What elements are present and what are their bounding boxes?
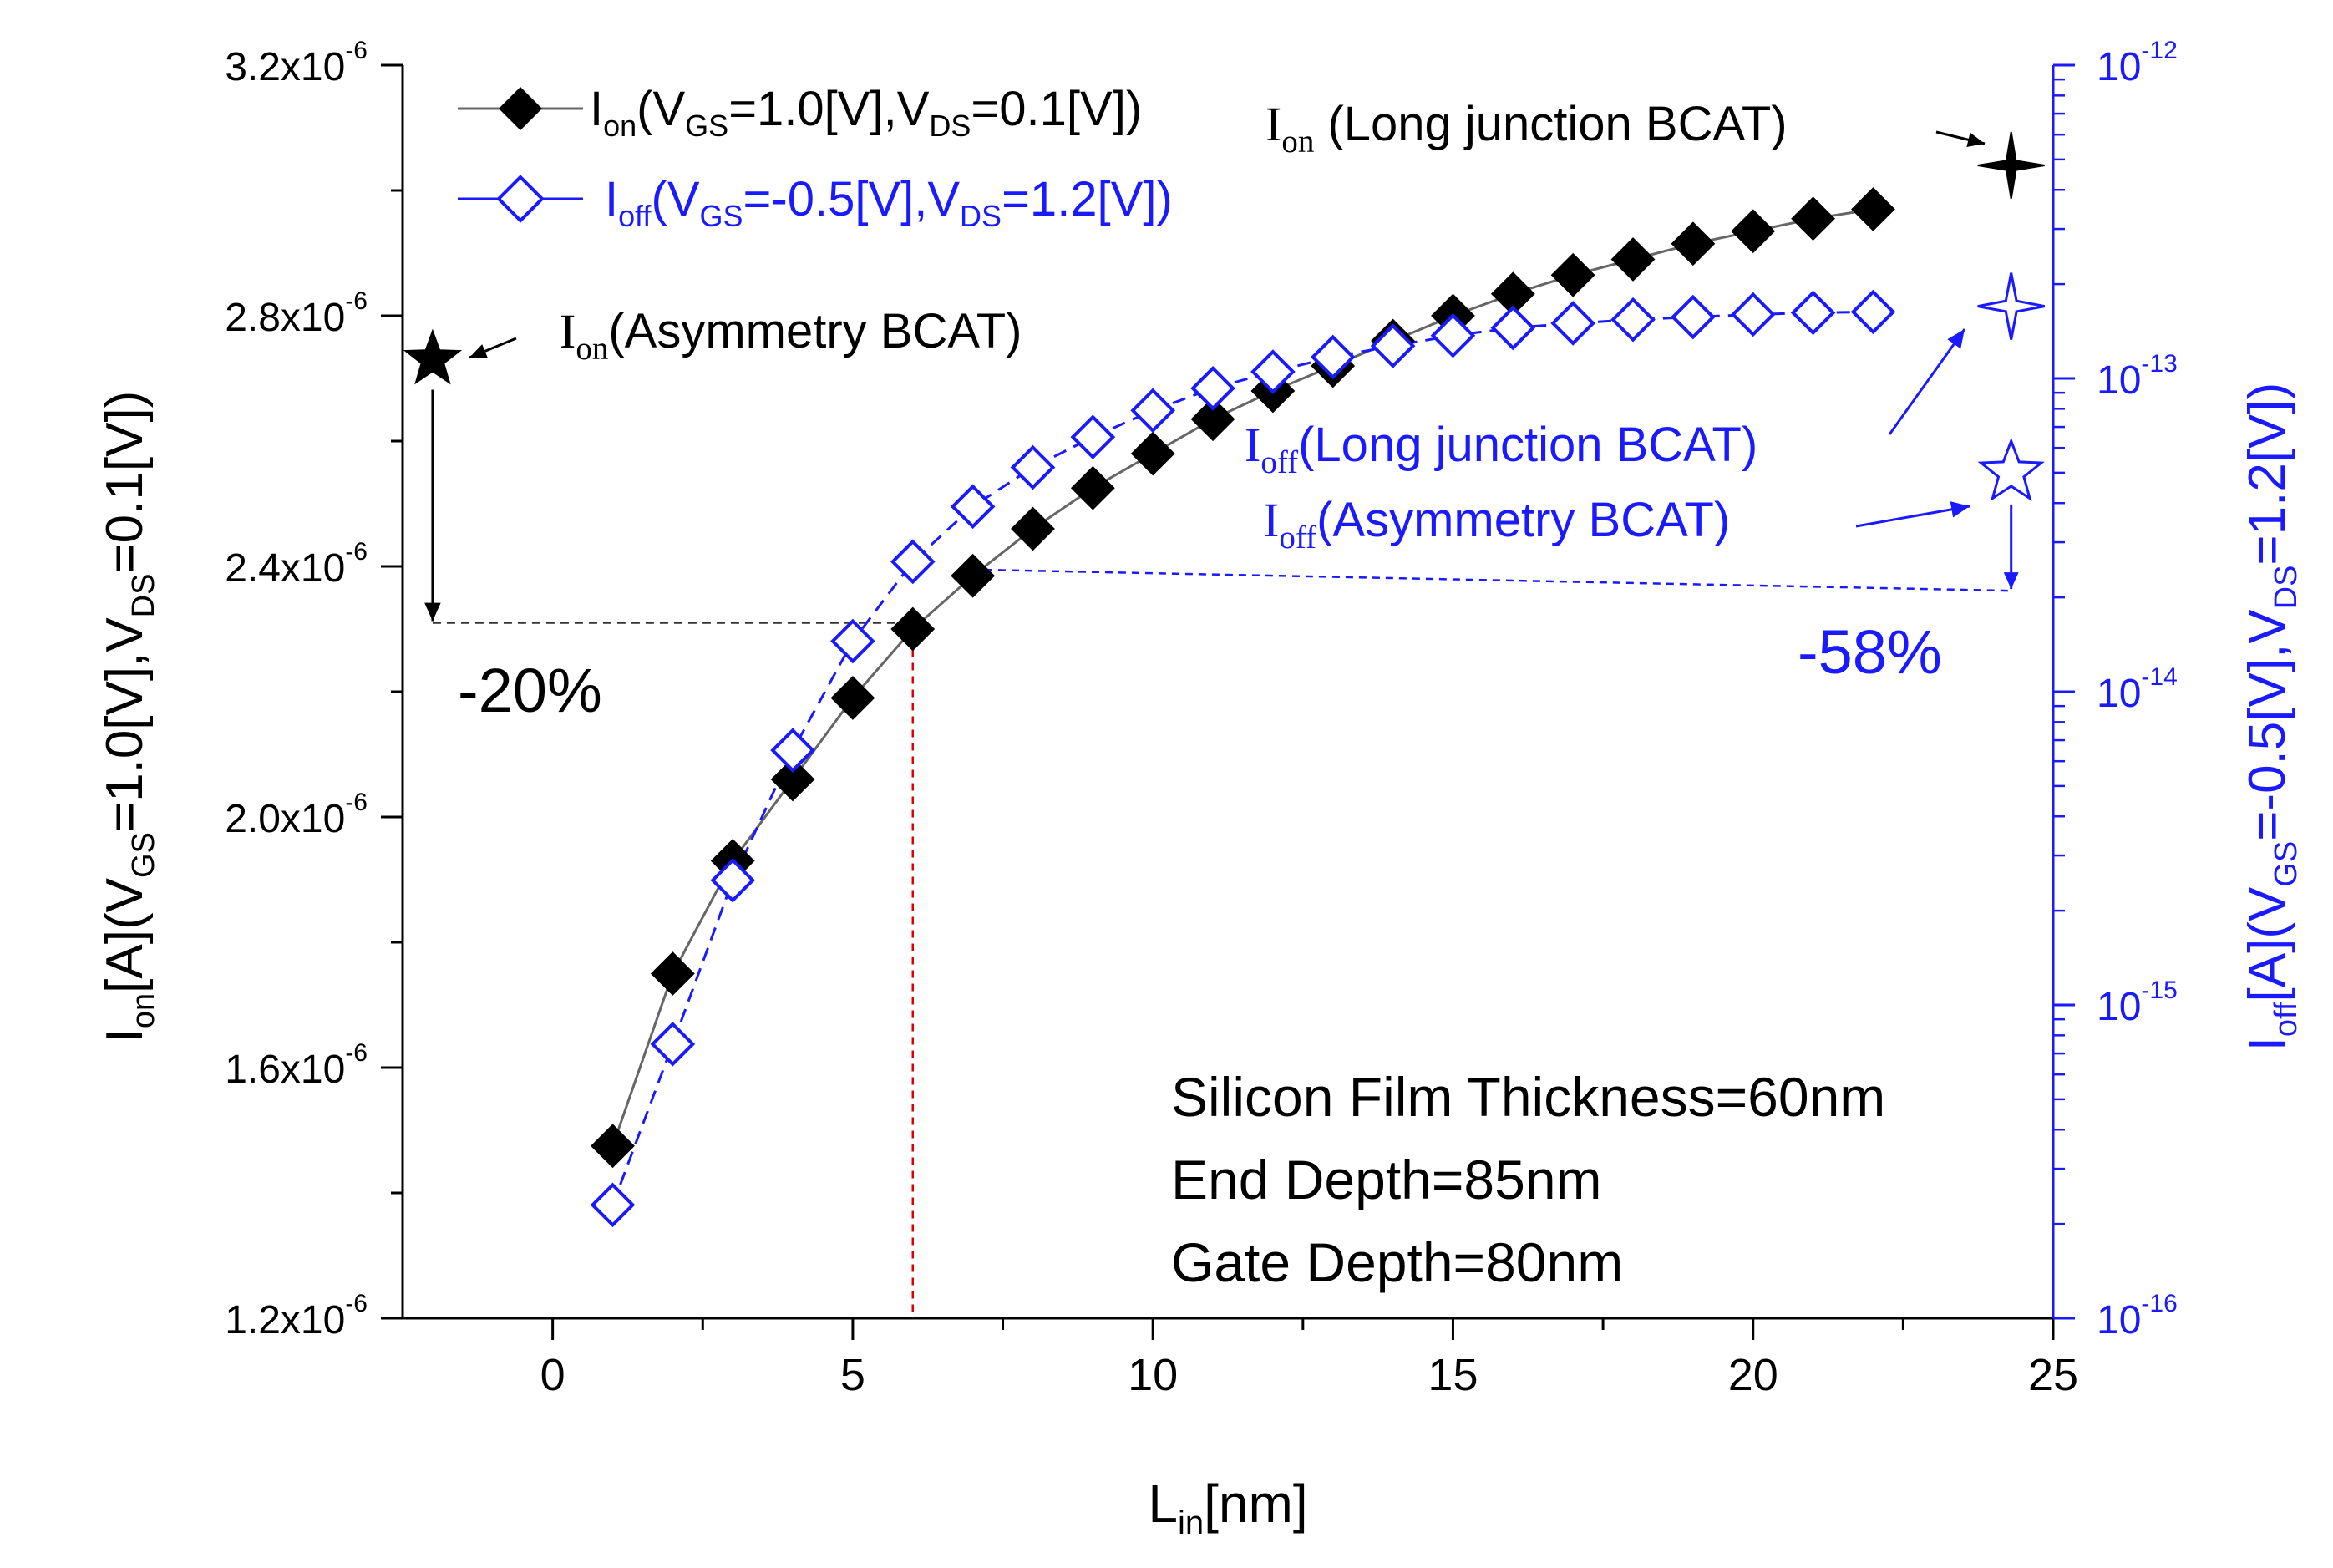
ioff-data-point bbox=[1190, 365, 1235, 411]
ion-data-point bbox=[1130, 431, 1175, 476]
ion-asymmetry-star-point bbox=[403, 328, 463, 385]
y-left-tick-label: 1.2x10-6 bbox=[225, 1290, 368, 1342]
y-right-tick-label: 10-12 bbox=[2097, 37, 2178, 89]
ioff-data-point bbox=[1850, 289, 1896, 335]
ioff-asymmetry-pointer-arrow-shaft bbox=[1855, 505, 1970, 528]
ioff-asymmetry-star-point bbox=[1977, 437, 2045, 502]
ioff-data-point bbox=[1310, 334, 1356, 380]
y-right-tick-label: 10-13 bbox=[2097, 350, 2178, 403]
ion-data-point bbox=[1731, 209, 1776, 254]
ioff-long-junction-pointer-arrow bbox=[1888, 328, 1966, 435]
ioff-long-junction-point bbox=[1977, 272, 2045, 340]
axes-group: 0 5 10 15 20 25 Lin[nm] 1.2x10-6 1.6x10-6 2.0x10-… bbox=[96, 37, 2304, 1541]
ioff-data-point bbox=[1730, 292, 1776, 337]
ion-data-point bbox=[1011, 506, 1055, 551]
y-left-tick-label: 2.0x10-6 bbox=[225, 789, 368, 841]
ioff-data-point bbox=[590, 1182, 636, 1228]
ioff-data-point bbox=[770, 728, 815, 773]
x-tick-label: 10 bbox=[1128, 1350, 1178, 1400]
y-left-tick-label: 3.2x10-6 bbox=[225, 37, 368, 89]
ioff-asymmetry-pointer-arrow-head bbox=[1950, 501, 1970, 518]
ioff-data-point bbox=[890, 539, 936, 585]
ion-asymmetry-pointer-arrow bbox=[469, 337, 517, 359]
ioff-data-point bbox=[1671, 294, 1716, 340]
guides-group bbox=[432, 568, 2011, 1318]
ion-data-point bbox=[770, 757, 815, 802]
markers-group bbox=[403, 131, 2045, 1228]
ion-data-point bbox=[1791, 196, 1835, 241]
ioff-data-point bbox=[1790, 290, 1836, 336]
ion-data-point bbox=[591, 1124, 635, 1169]
y-left-tick-label: 2.4x10-6 bbox=[225, 538, 368, 591]
x-tick-label: 15 bbox=[1428, 1350, 1478, 1400]
ion-data-point bbox=[890, 606, 936, 652]
condition-text: Silicon Film Thickness=60nm bbox=[1171, 1066, 1885, 1128]
legend-ioff-marker bbox=[496, 175, 545, 223]
ioff-data-point bbox=[1070, 414, 1116, 459]
y-left-tick-label: 2.8x10-6 bbox=[225, 287, 368, 340]
ion-data-point bbox=[1851, 187, 1895, 231]
condition-text: Gate Depth=80nm bbox=[1171, 1231, 1623, 1293]
ion-long-junction-pointer-arrow bbox=[1935, 130, 1986, 148]
ioff-data-point bbox=[1430, 312, 1476, 358]
ion-long-junction-point bbox=[1977, 131, 2045, 200]
y-left-axis-label: Ion[A](VGS=1.0[V],VDS=0.1[V]) bbox=[96, 391, 161, 1043]
ion-data-point bbox=[1190, 397, 1235, 442]
ion-data-point bbox=[1610, 237, 1656, 282]
ioff-reduction-guide-line bbox=[984, 568, 2011, 592]
ion-data-point bbox=[1671, 221, 1716, 266]
legend: Ion(VGS=1.0[V],VDS=0.1[V]) Ioff(VGS=-0.5[… bbox=[458, 82, 1173, 233]
ioff-data-point bbox=[1250, 349, 1296, 394]
ioff-long-junction-pointer-arrow-shaft bbox=[1888, 328, 1966, 435]
ion-reduction-percent: -20% bbox=[458, 656, 602, 725]
ioff-data-point bbox=[1370, 323, 1416, 368]
legend-ion-marker bbox=[499, 87, 542, 130]
ion-long-junction-pointer-arrow-head bbox=[1966, 132, 1985, 148]
y-right-tick-label: 10-16 bbox=[2097, 1290, 2178, 1342]
condition-text: End Depth=85nm bbox=[1171, 1149, 1602, 1210]
ioff-data-point bbox=[650, 1022, 696, 1067]
y-right-tick-label: 10-15 bbox=[2097, 977, 2178, 1029]
y-left-tick-label: 1.6x10-6 bbox=[225, 1039, 368, 1092]
ioff-data-point bbox=[710, 857, 756, 903]
x-tick-label: 20 bbox=[1728, 1350, 1778, 1400]
ioff-drop-arrow-head bbox=[2003, 572, 2019, 590]
legend-ion-label: Ion(VGS=1.0[V],VDS=0.1[V]) bbox=[590, 82, 1142, 143]
series-line-ion bbox=[611, 208, 1874, 1147]
ion-data-point bbox=[951, 553, 996, 598]
ion-data-point bbox=[650, 951, 695, 996]
x-tick-label: 25 bbox=[2028, 1350, 2078, 1400]
ion-asymmetry-label: Ion(Asymmetry BCAT) bbox=[560, 304, 1022, 367]
series-lines-group bbox=[611, 208, 1874, 1205]
ioff-data-point bbox=[1550, 301, 1595, 346]
ioff-long-junction-label: Ioff(Long junction BCAT) bbox=[1245, 418, 1757, 480]
ioff-data-point bbox=[830, 618, 875, 664]
ioff-reduction-percent: -58% bbox=[1798, 617, 1942, 687]
ion-data-point bbox=[1550, 252, 1595, 297]
ion-data-point bbox=[1070, 465, 1115, 510]
y-right-tick-label: 10-14 bbox=[2097, 663, 2178, 716]
ion-drop-arrow-head bbox=[424, 602, 441, 622]
ioff-data-point bbox=[1010, 444, 1056, 490]
series-line-ioff bbox=[611, 310, 1874, 1205]
ioff-data-point bbox=[1130, 388, 1176, 434]
ion-asymmetry-pointer-arrow-head bbox=[469, 344, 488, 358]
x-axis-label: Lin[nm] bbox=[1148, 1474, 1307, 1541]
ion-long-junction-label: Ion (Long junction BCAT) bbox=[1265, 97, 1788, 160]
legend-ioff-label: Ioff(VGS=-0.5[V],VDS=1.2[V]) bbox=[605, 172, 1173, 233]
ioff-data-point bbox=[950, 484, 996, 530]
y-right-axis-label: Ioff[A](VGS=-0.5[V],VDS=1.2[V]) bbox=[2239, 383, 2304, 1052]
ioff-long-junction-pointer-arrow-head bbox=[1947, 329, 1965, 349]
ioff-asymmetry-pointer-arrow bbox=[1855, 501, 1970, 528]
x-tick-label: 0 bbox=[540, 1350, 565, 1400]
ioff-data-point bbox=[1610, 297, 1656, 343]
ioff-asymmetry-label: Ioff(Asymmetry BCAT) bbox=[1263, 493, 1730, 556]
annotations-group: Ion(VGS=1.0[V],VDS=0.1[V]) Ioff(VGS=-0.5[… bbox=[424, 82, 2019, 1293]
ioff-drop-arrow bbox=[2003, 504, 2019, 590]
ion-data-point bbox=[830, 676, 875, 720]
ioff-data-point bbox=[1490, 305, 1536, 351]
x-tick-label: 5 bbox=[840, 1350, 865, 1400]
ion-drop-arrow bbox=[424, 389, 441, 622]
